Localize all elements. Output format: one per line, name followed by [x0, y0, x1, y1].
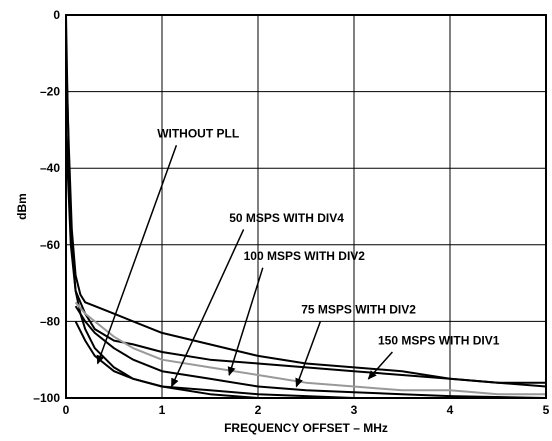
- x-tick-label: 4: [447, 403, 454, 417]
- x-tick-label: 1: [159, 403, 166, 417]
- annotations: WITHOUT PLL 50 MSPS WITH DIV4 100 MSPS WIT…: [96, 127, 500, 388]
- x-tick-label: 0: [63, 403, 70, 417]
- annotation-label: 150 MSPS WITH DIV1: [378, 333, 500, 347]
- annotation-arrow: [96, 144, 178, 365]
- plot-area-frame: [65, 14, 547, 399]
- series-line-5: [74, 305, 547, 399]
- x-tick-label: 2: [255, 403, 262, 417]
- series-line-2: [65, 53, 547, 388]
- annotation-label: 100 MSPS WITH DIV2: [244, 249, 366, 263]
- annotation-arrow: [295, 321, 322, 388]
- y-tick-label: –40: [40, 161, 60, 175]
- x-tick-label: 3: [351, 403, 358, 417]
- annotation-label: 50 MSPS WITH DIV4: [229, 211, 344, 225]
- y-tick-label: –60: [40, 238, 60, 252]
- annotation-label: 75 MSPS WITH DIV2: [301, 303, 416, 317]
- x-tick-label: 5: [543, 403, 550, 417]
- y-tick-label: –100: [33, 391, 60, 405]
- grid: [66, 15, 546, 398]
- annotation-arrow: [170, 229, 245, 388]
- y-tick-label: 0: [53, 8, 60, 22]
- y-axis-label: dBm: [15, 193, 29, 220]
- x-axis-label: FREQUENCY OFFSET – MHz: [224, 421, 388, 435]
- y-tick-label: –80: [40, 314, 60, 328]
- y-tick-label: –20: [40, 85, 60, 99]
- annotation-label: WITHOUT PLL: [157, 127, 239, 141]
- tick-labels: 0 1 2 3 4 5 0 –20 –40 –60 –80 –100: [33, 8, 549, 417]
- annotation-arrow: [227, 267, 264, 376]
- annotation-arrow: [367, 351, 393, 380]
